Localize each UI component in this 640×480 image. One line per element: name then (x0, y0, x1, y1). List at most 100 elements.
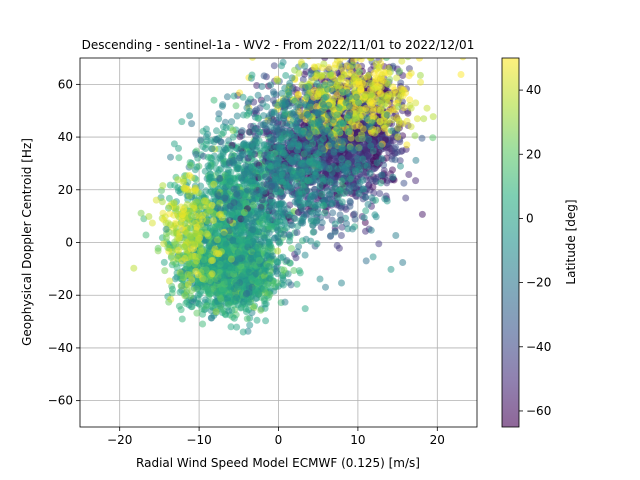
scatter-point (376, 190, 384, 197)
scatter-point (192, 198, 200, 206)
scatter-point (234, 301, 242, 309)
scatter-point (231, 266, 239, 274)
scatter-point (325, 64, 333, 72)
scatter-point (385, 69, 393, 77)
scatter-point (188, 218, 196, 226)
scatter-point (377, 179, 385, 187)
scatter-point (245, 128, 253, 136)
scatter-point (387, 265, 395, 273)
scatter-point (187, 161, 194, 169)
scatter-point (274, 247, 282, 255)
scatter-point (216, 211, 223, 219)
scatter-point (142, 231, 150, 239)
scatter-point (179, 211, 186, 219)
scatter-point (396, 157, 404, 165)
scatter-point (364, 151, 372, 159)
scatter-point (254, 278, 261, 286)
scatter-point (391, 145, 398, 153)
scatter-point (185, 172, 193, 179)
scatter-point (216, 221, 223, 229)
scatter-point (233, 323, 241, 331)
scatter-point (234, 283, 242, 291)
scatter-point (394, 103, 402, 111)
scatter-point (211, 245, 219, 253)
scatter-point (404, 58, 412, 61)
scatter-point (217, 295, 225, 303)
scatter-point (294, 91, 302, 99)
scatter-point (265, 275, 273, 283)
scatter-point (200, 256, 208, 264)
scatter-point (276, 239, 283, 247)
scatter-point (357, 58, 365, 63)
scatter-point (243, 260, 251, 268)
scatter-point (175, 144, 182, 152)
scatter-point (208, 314, 216, 322)
scatter-point (250, 98, 258, 106)
scatter-point (303, 93, 311, 101)
scatter-point (412, 177, 420, 185)
scatter-point (247, 152, 255, 160)
scatter-point (199, 320, 207, 328)
scatter-point (165, 204, 172, 212)
scatter-point (168, 252, 175, 260)
scatter-point (262, 317, 270, 325)
scatter-point (257, 306, 265, 314)
scatter-point (309, 140, 316, 148)
scatter-point (406, 96, 414, 104)
scatter-point (206, 290, 214, 298)
scatter-point (366, 79, 374, 87)
scatter-point (351, 215, 359, 223)
scatter-point (394, 133, 402, 141)
scatter-point (154, 244, 162, 252)
scatter-point (148, 219, 156, 227)
scatter-point (193, 163, 201, 171)
scatter-point (160, 258, 168, 266)
scatter-point (161, 213, 169, 221)
scatter-point (403, 141, 411, 149)
scatter-point (212, 230, 220, 237)
scatter-point (137, 209, 145, 217)
scatter-point (292, 254, 300, 262)
scatter-point (172, 205, 180, 213)
scatter-point (193, 309, 201, 317)
scatter-point (172, 221, 180, 228)
scatter-point (279, 274, 287, 282)
scatter-point (196, 290, 204, 298)
scatter-point (233, 294, 241, 302)
scatter-point (316, 182, 324, 190)
scatter-point (380, 124, 388, 132)
scatter-point (187, 224, 195, 232)
scatter-point (290, 267, 298, 274)
scatter-point (165, 194, 173, 202)
scatter-point (152, 196, 160, 204)
scatter-point (333, 242, 341, 249)
scatter-point (375, 240, 383, 248)
scatter-point (164, 244, 172, 252)
scatter-point (201, 276, 209, 284)
scatter-point (264, 251, 272, 259)
scatter-point (180, 205, 187, 213)
scatter-point (370, 69, 378, 77)
scatter-point (172, 260, 180, 268)
scatter-point (348, 58, 353, 59)
scatter-point (382, 58, 390, 61)
scatter-point (230, 314, 238, 322)
scatter-point (336, 211, 344, 219)
scatter-point (396, 67, 404, 75)
scatter-point (295, 267, 303, 275)
scatter-point (191, 187, 199, 195)
scatter-point (337, 20, 344, 27)
scatter-point (236, 133, 244, 141)
scatter-point (197, 182, 205, 190)
scatter-point (459, 58, 467, 61)
scatter-point (208, 145, 216, 153)
scatter-point (186, 271, 194, 279)
scatter-point (177, 220, 185, 228)
scatter-point (361, 91, 369, 99)
scatter-point (235, 203, 243, 211)
scatter-point (261, 267, 269, 275)
scatter-point (416, 58, 423, 62)
scatter-point (185, 192, 193, 200)
scatter-point (282, 72, 290, 79)
scatter-point (327, 70, 335, 78)
